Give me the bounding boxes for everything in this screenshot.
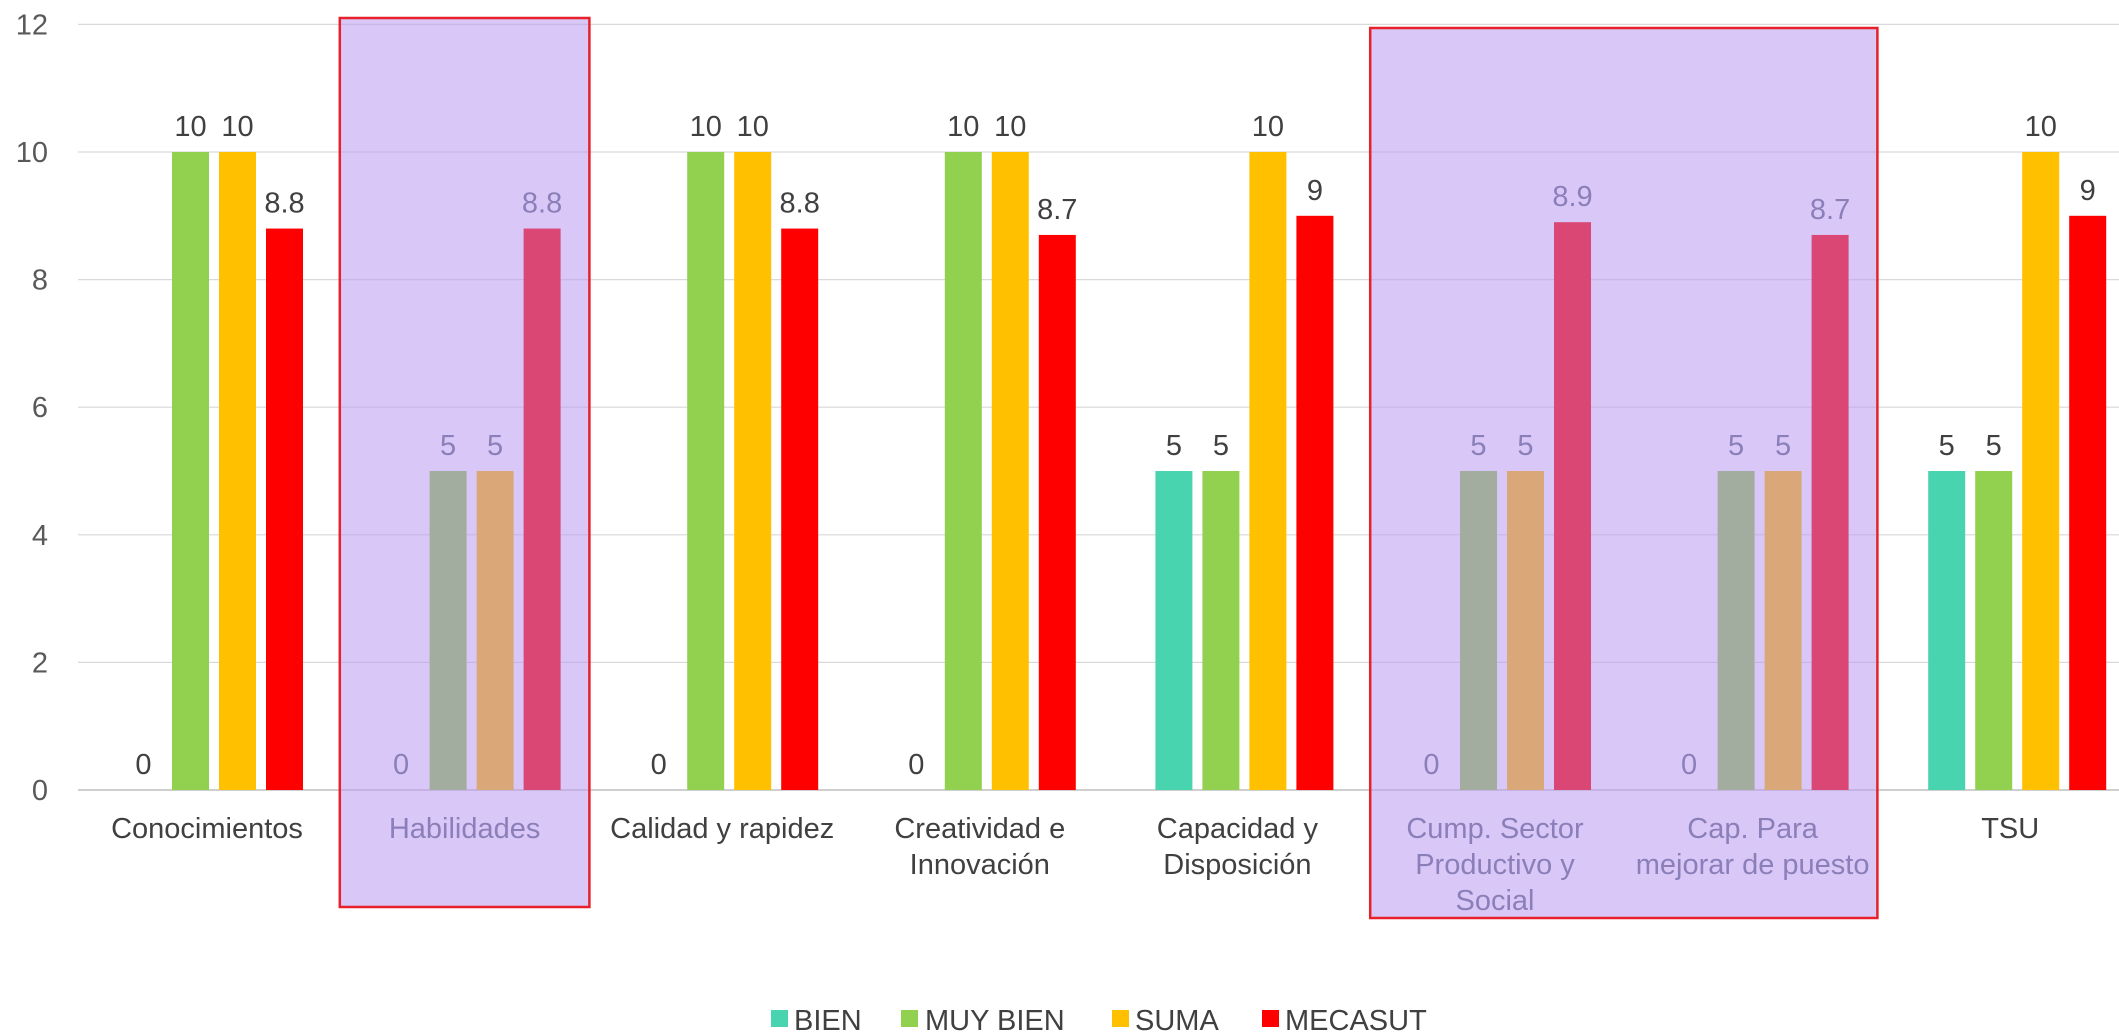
bar-muy-bien	[1717, 471, 1755, 790]
category-label: TSU	[1981, 813, 2039, 845]
data-label: 8.8	[522, 188, 562, 220]
y-tick-label: 10	[16, 137, 48, 169]
bar-bien	[1928, 471, 1966, 790]
legend-swatch	[1262, 1010, 1279, 1027]
bar-mecasut	[1038, 234, 1076, 790]
category-label: Cump. Sector	[1406, 813, 1584, 845]
bar-mecasut	[266, 228, 303, 790]
bar-muy-bien	[687, 152, 725, 790]
bar-suma	[991, 152, 1029, 790]
data-label: 0	[135, 749, 151, 781]
y-tick-label: 6	[32, 392, 48, 424]
data-label: 0	[908, 749, 924, 781]
data-label: 10	[994, 111, 1026, 143]
data-label: 5	[1517, 430, 1533, 462]
legend-swatch	[901, 1010, 918, 1027]
bar-suma	[1764, 471, 1802, 790]
bar-muy-bien	[429, 471, 467, 790]
data-label: 5	[1939, 430, 1955, 462]
data-label: 0	[651, 749, 667, 781]
data-label: 8.9	[1552, 181, 1592, 213]
y-tick-label: 8	[32, 265, 48, 297]
data-label: 5	[1986, 430, 2002, 462]
bar-muy-bien	[1202, 471, 1240, 790]
y-tick-label: 12	[16, 9, 48, 41]
data-label: 0	[1423, 749, 1439, 781]
category-label: Disposición	[1163, 849, 1311, 881]
data-label: 0	[393, 749, 409, 781]
data-label: 5	[1728, 430, 1744, 462]
data-label: 0	[1681, 749, 1697, 781]
y-tick-label: 0	[32, 775, 48, 807]
legend-swatch	[771, 1010, 788, 1027]
data-label: 5	[1166, 430, 1182, 462]
category-label: Habilidades	[389, 813, 541, 845]
bar-suma	[734, 152, 772, 790]
data-label: 8.8	[780, 188, 820, 220]
bar-muy-bien	[944, 152, 982, 790]
data-label: 5	[487, 430, 503, 462]
data-label: 9	[1307, 175, 1323, 207]
data-label: 5	[440, 430, 456, 462]
bar-muy-bien	[172, 152, 209, 790]
legend-label: BIEN	[794, 1005, 862, 1034]
legend-label: MECASUT	[1285, 1005, 1427, 1034]
y-tick-label: 2	[32, 647, 48, 679]
category-label: mejorar de puesto	[1636, 849, 1870, 881]
bar-suma	[2022, 152, 2060, 790]
category-label: Creatividad e	[894, 813, 1065, 845]
bar-mecasut	[781, 228, 819, 790]
bar-suma	[1249, 152, 1287, 790]
bar-mecasut	[1811, 234, 1849, 790]
bar-mecasut	[1554, 222, 1591, 790]
data-label: 10	[221, 111, 253, 143]
bar-suma	[476, 471, 514, 790]
category-label: Conocimientos	[111, 813, 303, 845]
category-label: Innovación	[910, 849, 1050, 881]
legend-label: MUY BIEN	[925, 1005, 1065, 1034]
data-label: 10	[690, 111, 722, 143]
bar-muy-bien	[1460, 471, 1497, 790]
category-label: Social	[1456, 885, 1535, 917]
data-label: 10	[947, 111, 979, 143]
data-label: 5	[1213, 430, 1229, 462]
legend-swatch	[1112, 1010, 1129, 1027]
category-label: Cap. Para	[1687, 813, 1818, 845]
bar-suma	[219, 152, 256, 790]
data-label: 10	[737, 111, 769, 143]
category-label: Calidad y rapidez	[610, 813, 834, 845]
bar-mecasut	[1296, 215, 1334, 791]
bar-mecasut	[2069, 215, 2107, 791]
data-label: 5	[1775, 430, 1791, 462]
y-tick-label: 4	[32, 520, 48, 552]
data-label: 10	[174, 111, 206, 143]
bar-mecasut	[523, 228, 561, 790]
data-label: 8.7	[1810, 194, 1850, 226]
data-label: 5	[1470, 430, 1486, 462]
category-label: Productivo y	[1415, 849, 1575, 881]
data-label: 10	[1252, 111, 1284, 143]
data-label: 10	[2025, 111, 2057, 143]
bar-suma	[1507, 471, 1544, 790]
bar-muy-bien	[1975, 471, 2013, 790]
bar-bien	[1155, 471, 1193, 790]
data-label: 8.7	[1037, 194, 1077, 226]
category-label: Capacidad y	[1157, 813, 1319, 845]
data-label: 8.8	[264, 188, 304, 220]
data-label: 9	[2080, 175, 2096, 207]
legend-label: SUMA	[1135, 1005, 1219, 1034]
